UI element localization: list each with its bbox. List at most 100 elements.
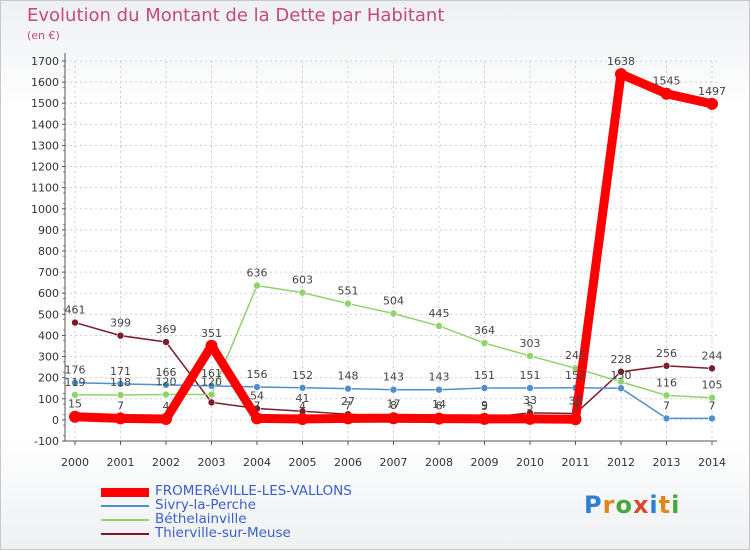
data-label: 8: [390, 399, 397, 412]
data-point: [298, 288, 307, 297]
data-point: [71, 378, 79, 387]
data-label: 148: [338, 370, 359, 383]
data-label: 7: [117, 399, 124, 412]
logo-letter: x: [632, 491, 650, 519]
data-label: 15: [68, 398, 82, 411]
y-tick-label: 300: [38, 351, 59, 364]
y-tick-label: 1200: [31, 161, 59, 174]
y-tick-label: 1300: [31, 139, 59, 152]
x-tick-label: 2010: [516, 456, 544, 469]
logo-letter: i: [671, 491, 681, 519]
data-label: 1545: [653, 75, 681, 88]
x-tick-label: 2012: [607, 456, 635, 469]
data-label: 151: [520, 369, 541, 382]
data-point: [617, 367, 625, 376]
data-point: [569, 413, 582, 426]
x-tick-label: 2013: [653, 456, 681, 469]
data-label: 504: [383, 294, 404, 307]
data-point: [435, 385, 443, 394]
x-tick-label: 2004: [243, 456, 271, 469]
legend-swatch: [101, 505, 149, 507]
data-label: 156: [247, 368, 268, 381]
legend-swatch: [101, 519, 149, 521]
data-label: 4: [299, 400, 306, 413]
y-tick-label: 0: [52, 414, 59, 427]
chart-subtitle: (en €): [27, 29, 60, 42]
data-point: [706, 97, 718, 110]
data-point: [207, 398, 216, 407]
y-tick-label: 1000: [31, 203, 59, 216]
logo-letter: P: [584, 491, 603, 519]
data-point: [662, 414, 671, 423]
x-tick-label: 2006: [334, 456, 362, 469]
data-point: [296, 413, 309, 426]
data-label: 143: [383, 371, 404, 384]
data-label: 5: [527, 400, 534, 413]
data-label: 1497: [698, 85, 726, 98]
legend-label: Thierville-sur-Meuse: [155, 525, 291, 541]
data-label: 152: [292, 369, 313, 382]
data-point: [116, 379, 125, 388]
data-point: [480, 339, 489, 347]
data-point: [389, 385, 398, 394]
data-label: 7: [663, 399, 670, 412]
data-point: [342, 412, 354, 425]
legend-item: Béthelainville: [101, 511, 401, 528]
data-point: [389, 309, 398, 318]
data-point: [662, 391, 671, 400]
x-tick-label: 2003: [198, 456, 226, 469]
data-label: 161: [201, 367, 222, 380]
data-label: 603: [292, 274, 313, 287]
y-tick-label: 600: [38, 287, 59, 300]
data-label: 399: [110, 317, 131, 330]
legend-item: Sivry-la-Perche: [101, 497, 401, 514]
data-point: [662, 362, 671, 370]
y-tick-label: 1600: [31, 76, 59, 89]
logo-letter: i: [649, 491, 659, 519]
legend-item: FROMERéVILLE-LES-VALLONS: [101, 483, 401, 500]
y-tick-label: 800: [38, 245, 59, 258]
data-label: 152: [565, 369, 586, 382]
data-point: [116, 331, 125, 340]
data-point: [207, 390, 216, 399]
legend-label: FROMERéVILLE-LES-VALLONS: [155, 483, 352, 499]
proxiti-logo: Proxiti: [584, 491, 680, 519]
x-tick-label: 2002: [152, 456, 180, 469]
data-label: 4: [163, 400, 170, 413]
data-label: 33: [523, 394, 537, 407]
y-tick-label: 200: [38, 372, 59, 385]
data-label: 166: [156, 366, 177, 379]
x-tick-label: 2001: [107, 456, 135, 469]
x-tick-label: 2008: [425, 456, 453, 469]
y-tick-label: -100: [34, 435, 59, 448]
legend-label: Sivry-la-Perche: [155, 497, 256, 513]
data-label: 9: [481, 399, 488, 412]
data-point: [435, 322, 443, 330]
data-label: 41: [296, 392, 310, 405]
data-label: 364: [474, 324, 495, 337]
data-point: [617, 384, 625, 393]
y-tick-label: 1100: [31, 182, 59, 195]
data-label: 171: [110, 365, 131, 378]
y-tick-label: 1400: [31, 118, 59, 131]
x-tick-label: 2009: [471, 456, 499, 469]
data-point: [205, 339, 218, 352]
y-tick-label: 500: [38, 308, 59, 321]
x-tick-label: 2011: [562, 456, 590, 469]
data-label: 369: [156, 323, 177, 336]
data-label: 351: [201, 327, 222, 340]
data-label: 1638: [607, 55, 635, 68]
data-point: [708, 414, 716, 423]
data-label: 7: [254, 399, 261, 412]
data-point: [162, 381, 170, 389]
y-tick-label: 900: [38, 224, 59, 237]
data-label: 105: [702, 379, 723, 392]
data-point: [298, 383, 307, 392]
data-point: [71, 390, 79, 399]
data-label: 256: [656, 347, 677, 360]
data-label: 551: [338, 285, 359, 298]
data-label: 14: [432, 398, 446, 411]
logo-letter: r: [602, 491, 616, 519]
